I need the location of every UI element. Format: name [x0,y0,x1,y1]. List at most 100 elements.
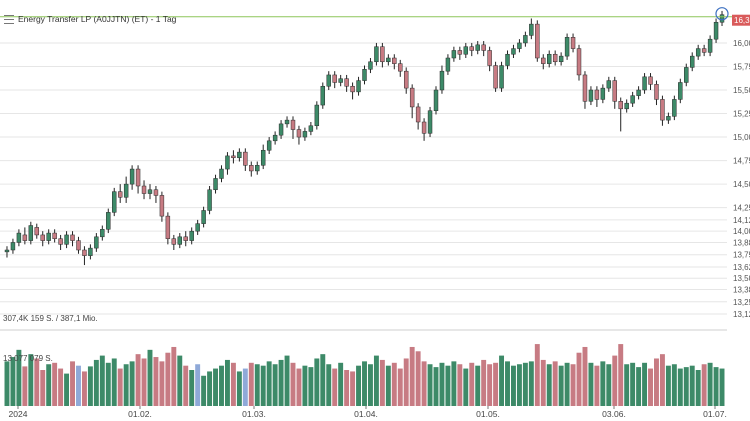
x-tick-label: 2024 [9,409,28,419]
candle-body [368,61,373,70]
candle-body [100,229,105,238]
volume-bar [70,361,75,406]
volume-bar [290,362,296,406]
candle-body [34,227,39,236]
candle-body [278,123,284,136]
volume-bar [594,365,600,406]
price-tick-label: 14,12 [733,216,750,225]
volume-bar [624,364,630,406]
candle-body [350,85,355,93]
candle-body [594,89,600,100]
volume-bar [516,364,522,406]
candle-body [588,89,594,102]
volume-bar [64,373,70,406]
volume-bar [379,359,385,406]
candle-body [481,44,486,51]
price-tick-label: 14,00 [733,227,750,236]
candle-body [10,242,16,251]
volume-bar [129,361,135,406]
volume-bar [338,362,344,406]
volume-bar [469,362,475,406]
candle-body [701,48,707,53]
candle-body [523,35,528,44]
volume-bar [81,371,87,406]
volume-bar [403,358,409,406]
volume-bar [451,361,457,406]
volume-bar [93,359,99,406]
volume-bar [52,362,58,406]
candle-body [374,46,379,63]
volume-bar [224,359,230,406]
candle-body [684,67,689,83]
candle-body [219,168,224,179]
volume-bar [707,362,713,406]
volume-bar [28,354,34,406]
candle-body [457,50,463,55]
volume-bar [22,366,28,406]
volume-bar [683,367,689,406]
volume-bar [648,368,653,406]
candle-body [570,37,576,49]
volume-bar [87,366,93,406]
volume-bar [272,364,278,406]
x-tick-label: 01.02. [128,409,152,419]
candle-body [695,48,701,57]
candle-body [648,76,653,85]
candle-body [380,46,385,63]
candle-body [141,185,147,194]
volume-bar [385,365,391,406]
candle-body [123,183,129,198]
price-tick-label: 13,12 [733,310,750,319]
candle-body [624,102,629,110]
volume-bar [177,355,183,406]
volume-bar [588,362,594,406]
candle-body [290,119,296,130]
candle-body [392,57,397,64]
x-tick-label: 01.04. [354,409,378,419]
candle-body [272,134,278,142]
volume-bar [260,365,266,406]
volume-bar [230,362,236,406]
volume-bar [677,368,683,406]
candle-body [666,116,671,121]
volume-bar [4,361,10,406]
menu-icon[interactable] [4,14,14,24]
volume-bar [367,364,373,406]
volume-bar [493,362,499,406]
chart-title-text: Energy Transfer LP (A0JJTN) (ET) - 1 Tag [18,14,177,24]
candle-body [362,69,367,81]
volume-bar [546,364,552,406]
candle-body [469,46,474,51]
candle-body [147,189,153,194]
candle-body [636,89,641,96]
price-tick-label: 15,75 [733,62,750,71]
candle-body [439,70,445,91]
x-tick-label: 01.07. [703,409,727,419]
candle-body [135,168,141,187]
volume-bar [171,346,177,406]
candle-body [177,236,182,245]
price-tick-label: 13,88 [733,238,750,247]
price-tick-label: 13,62 [733,263,750,272]
candle-body [76,240,81,251]
candle-body [112,191,117,213]
volume-bar [254,364,260,406]
candle-body [403,70,409,89]
candle-body [129,168,135,185]
volume-bar [427,364,433,406]
candle-body [171,238,177,245]
candle-body [582,74,588,102]
candle-body [409,87,415,108]
volume-bar [445,365,451,406]
candle-body [153,189,159,196]
candle-body [606,80,612,89]
candle-body [398,63,403,72]
volume-bar [314,358,320,406]
candle-body [612,80,617,102]
volume-bar [475,365,481,406]
volume-bar [213,368,218,406]
candle-body [207,189,212,211]
volume-bar [76,365,81,406]
candle-body [493,65,498,89]
candle-body [231,155,236,159]
